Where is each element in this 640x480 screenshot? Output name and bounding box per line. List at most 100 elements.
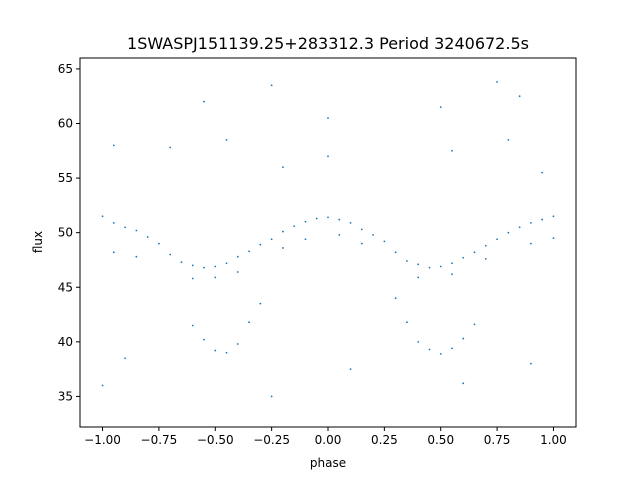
x-axis: −1.00 −0.75 −0.50 −0.25 0.00 0.25 0.50 0.75 1.00 [84,427,567,447]
data-point [259,302,262,305]
data-point [304,238,307,241]
data-point [462,256,465,259]
data-point [462,382,465,385]
data-point [462,337,465,340]
x-tick-label: 0.75 [484,433,511,447]
data-point [191,324,194,327]
data-point [315,217,318,220]
data-point [473,323,476,326]
data-point [169,146,172,149]
data-point [282,166,284,169]
y-tick-label: 35 [58,389,73,403]
data-point [394,251,397,254]
y-tick-label: 50 [58,226,73,240]
y-axis: 35 40 45 50 55 60 65 [58,62,80,403]
data-point [282,230,284,233]
data-point [236,271,239,273]
data-point [360,242,363,245]
x-axis-label: phase [310,456,346,470]
data-point [191,264,194,267]
data-point [169,253,172,256]
data-point [406,321,408,324]
data-point [541,218,544,221]
data-point [270,84,273,87]
data-point [270,238,273,241]
data-point [439,352,442,355]
y-tick-label: 60 [58,117,73,131]
data-point [112,251,115,254]
data-point [372,233,374,236]
data-point [417,340,420,343]
data-point [394,297,397,300]
data-point [327,216,329,219]
data-point [124,357,126,360]
data-point [496,238,498,241]
data-point [101,215,104,218]
data-point [439,265,442,268]
data-point [541,171,544,174]
y-axis-label: flux [31,231,45,253]
data-point [236,343,239,345]
data-point [552,215,555,218]
y-tick-label: 55 [58,171,73,185]
data-point [417,263,420,266]
data-point [484,257,487,260]
data-point [225,351,228,354]
data-point [282,247,284,249]
data-point [135,229,138,232]
data-point [507,138,510,141]
data-point [293,225,296,228]
data-point [484,244,487,247]
y-tick-label: 40 [58,335,73,349]
x-tick-label: −0.25 [253,433,290,447]
data-point [270,395,273,398]
data-point [383,240,386,243]
x-tick-label: −0.50 [197,433,234,447]
data-point [203,266,205,269]
data-point [507,231,510,234]
scatter-points [101,81,555,398]
data-point [191,277,194,280]
data-point [248,321,250,324]
data-point [203,338,205,341]
data-point [338,218,341,221]
data-point [439,106,442,109]
x-tick-label: 0.25 [371,433,398,447]
data-point [451,273,453,276]
y-tick-label: 65 [58,62,73,76]
data-point [360,228,363,231]
data-point [349,368,352,371]
data-point [180,261,183,264]
data-point [552,237,555,240]
data-point [451,262,453,265]
data-point [496,81,498,83]
data-point [451,347,453,350]
data-point [327,155,329,158]
data-point [428,266,431,269]
data-point [214,349,217,352]
data-point [338,233,341,236]
data-point [473,251,476,254]
data-point [112,144,115,147]
x-tick-label: −1.00 [84,433,121,447]
data-point [124,226,126,229]
x-tick-label: −0.75 [141,433,178,447]
data-point [530,362,532,365]
chart-title: 1SWASPJ151139.25+283312.3 Period 3240672… [127,34,529,53]
data-point [428,348,431,351]
data-point [530,221,532,224]
y-tick-label: 45 [58,280,73,294]
x-tick-label: 1.00 [540,433,567,447]
data-point [225,262,228,265]
data-point [327,117,329,119]
data-point [518,226,521,229]
data-point [451,149,453,152]
data-point [236,255,239,258]
data-point [225,138,228,141]
x-tick-label: 0.50 [427,433,454,447]
data-point [101,384,104,387]
data-point [248,250,250,253]
data-point [214,265,217,268]
data-point [349,221,352,224]
